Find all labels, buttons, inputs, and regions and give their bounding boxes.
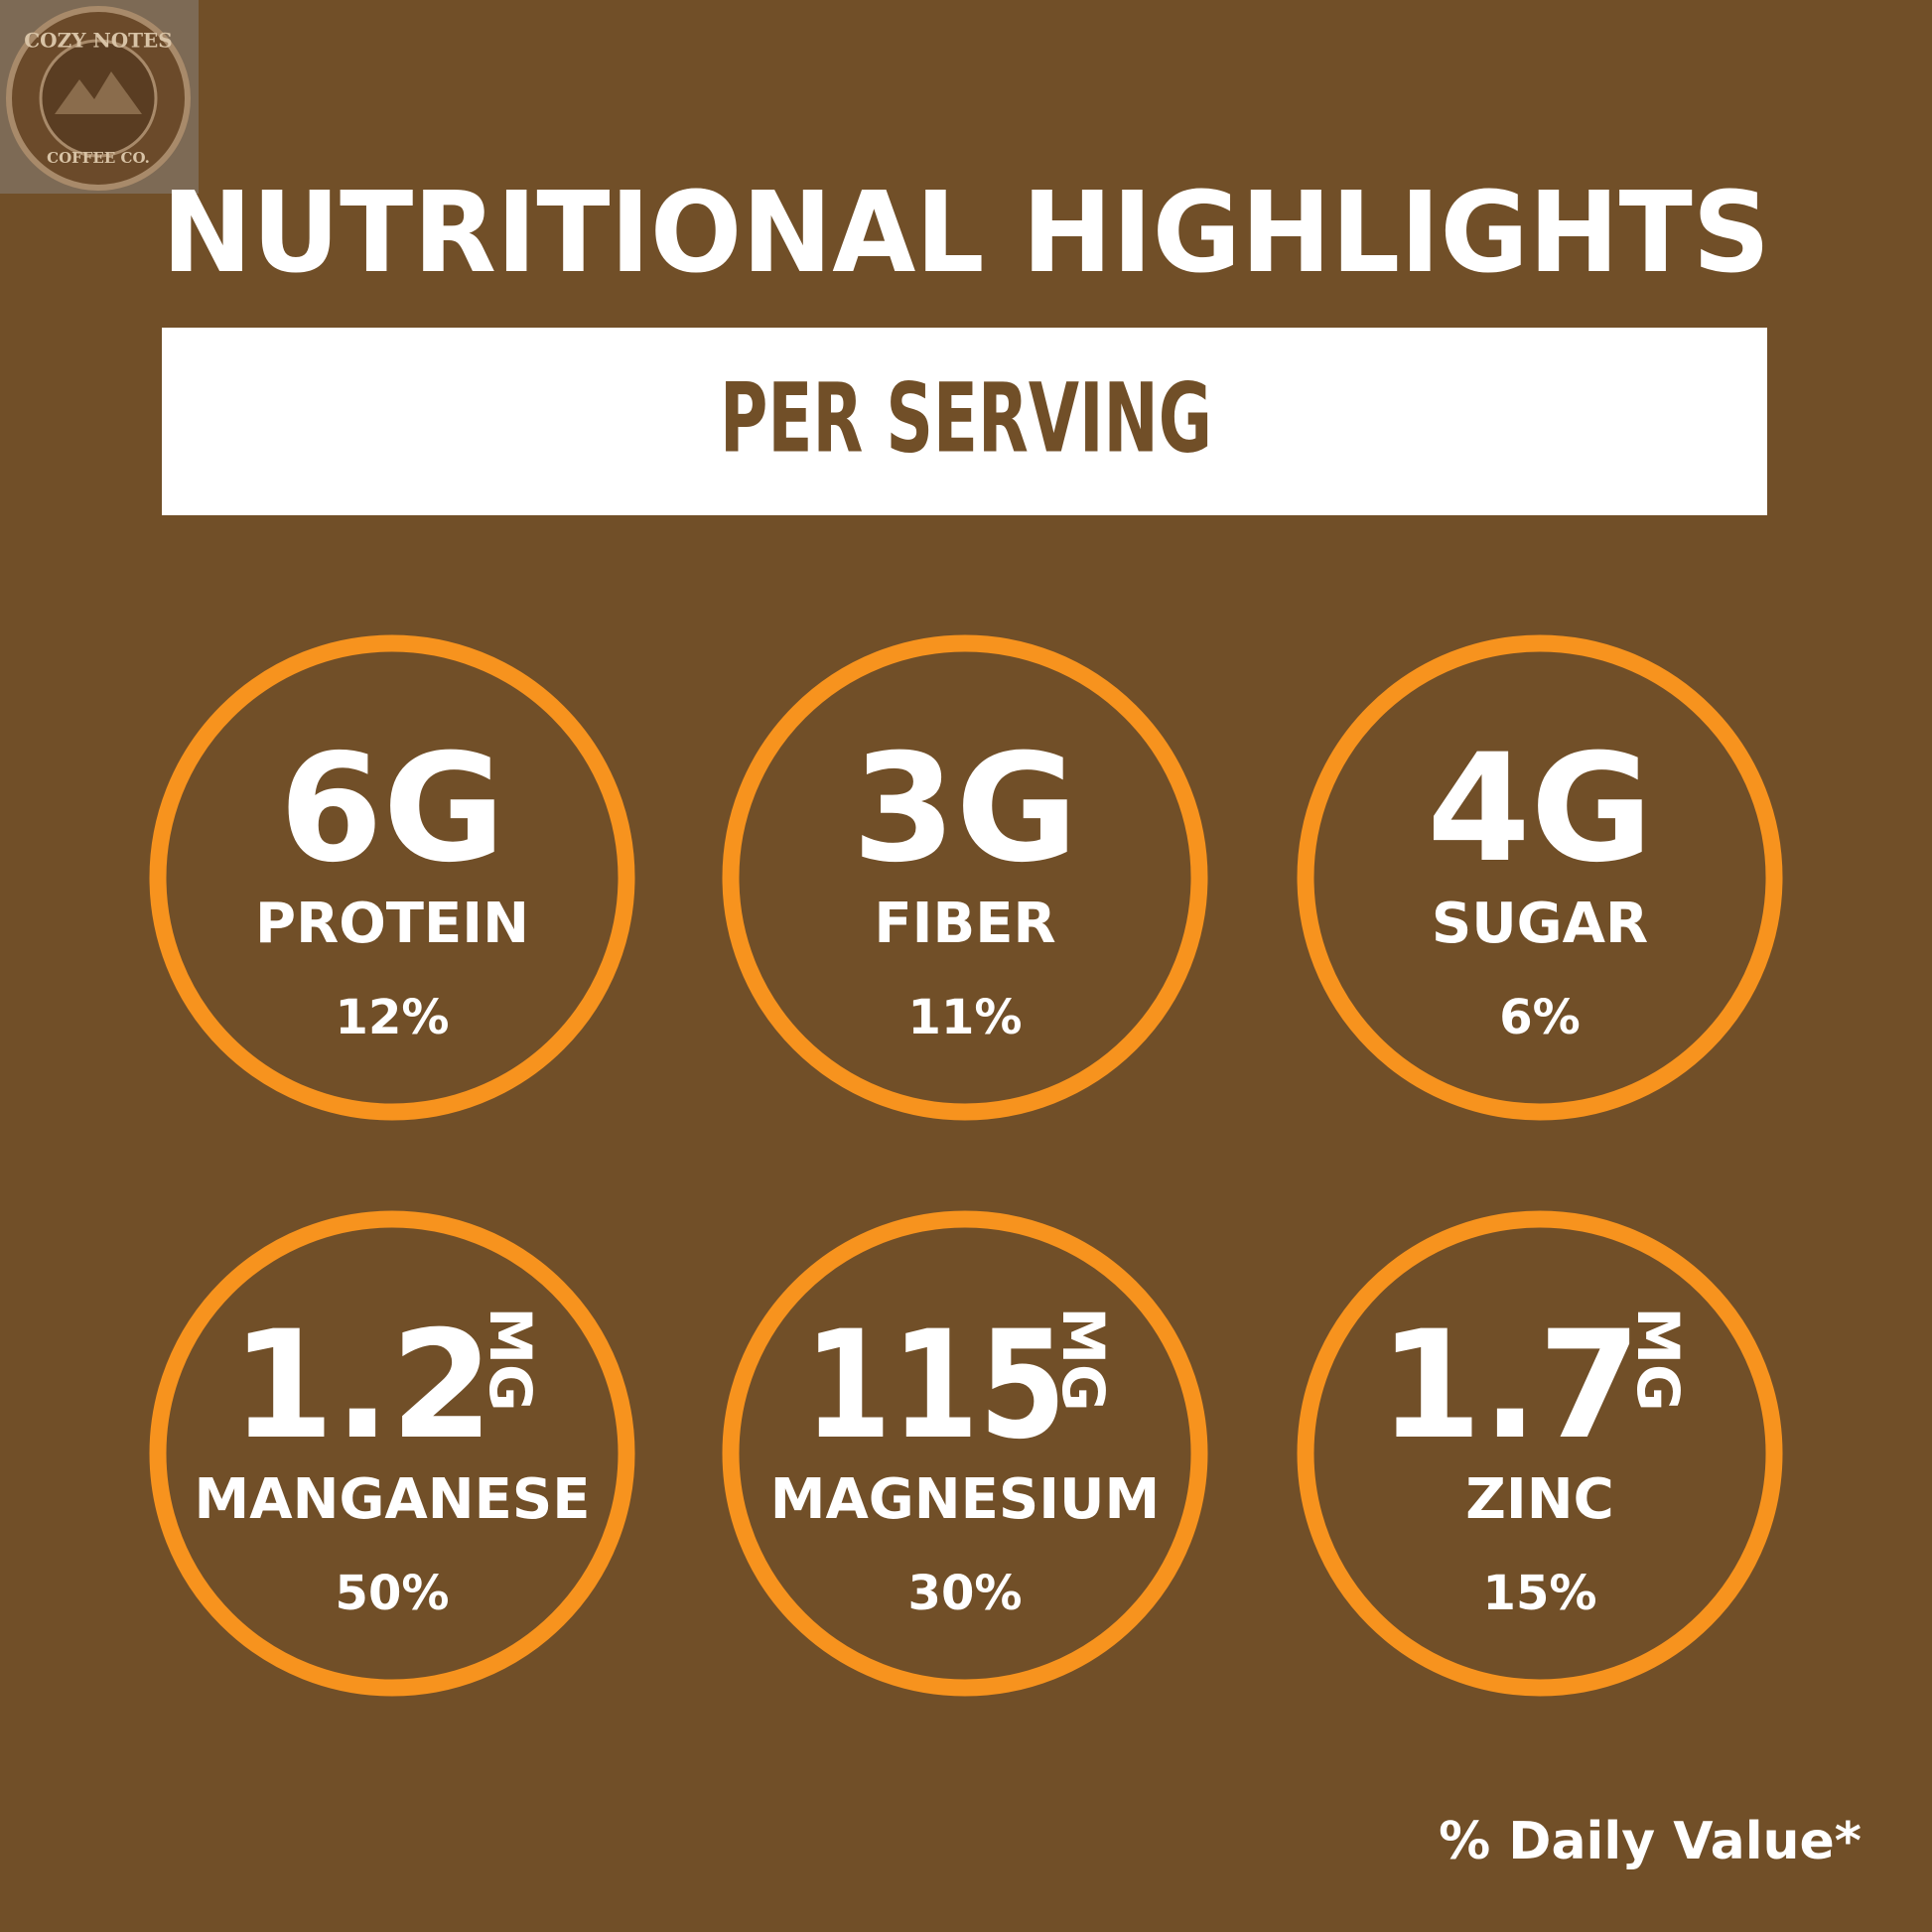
item-name: PROTEIN xyxy=(255,892,529,956)
item-ring xyxy=(722,634,1208,1121)
title: NUTRITIONAL HIGHLIGHTS xyxy=(162,169,1770,298)
item-percent: 6% xyxy=(1499,990,1581,1045)
logo-bottom-text: COFFEE CO. xyxy=(47,149,150,167)
item-unit: MG xyxy=(477,1307,544,1411)
item-unit: MG xyxy=(1049,1307,1117,1411)
item-unit: MG xyxy=(1624,1307,1692,1411)
item-percent: 50% xyxy=(336,1566,450,1621)
logo-top-text: COZY NOTES xyxy=(24,29,172,53)
item-ring xyxy=(149,1210,635,1697)
item-ring xyxy=(1297,634,1783,1121)
footnote: % Daily Value* xyxy=(1439,1812,1862,1871)
logo-mountains xyxy=(55,71,142,114)
logo: COZY NOTES COFFEE CO. xyxy=(0,0,199,194)
item-name: ZINC xyxy=(1465,1467,1613,1532)
item-name: MANGANESE xyxy=(195,1467,591,1532)
item-percent: 11% xyxy=(908,990,1023,1045)
subtitle-box xyxy=(162,328,1767,515)
item-ring xyxy=(722,1210,1208,1697)
item-name: FIBER xyxy=(874,892,1055,956)
item-name: MAGNESIUM xyxy=(770,1467,1161,1532)
item-percent: 15% xyxy=(1483,1566,1597,1621)
item-amount: 1.7 xyxy=(1379,1300,1641,1472)
item-amount: 3G xyxy=(852,723,1078,896)
item-ring xyxy=(149,634,635,1121)
items: 6GPROTEIN12%3GFIBER11%4GSUGAR6%1.2MGMANG… xyxy=(149,634,1783,1697)
item-amount: 115 xyxy=(804,1300,1066,1472)
item-percent: 30% xyxy=(908,1566,1023,1621)
item-amount: 1.2 xyxy=(231,1300,493,1472)
item-amount: 6G xyxy=(279,723,505,896)
subtitle: PER SERVING xyxy=(720,362,1212,474)
item-name: SUGAR xyxy=(1432,892,1648,956)
item-amount: 4G xyxy=(1427,723,1653,896)
item-ring xyxy=(1297,1210,1783,1697)
item-percent: 12% xyxy=(336,990,450,1045)
